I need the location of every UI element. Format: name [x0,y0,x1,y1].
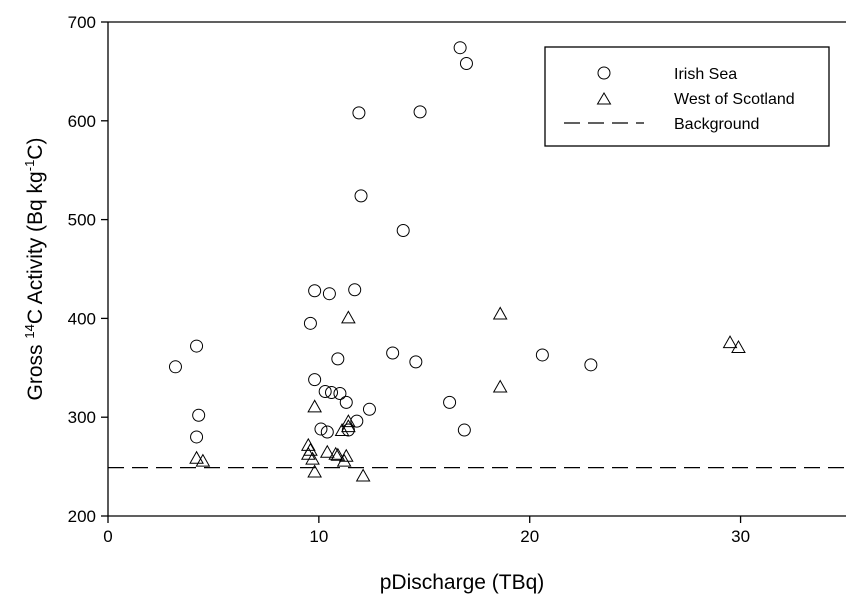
legend-circle-marker [597,66,611,80]
irish-sea-point [413,105,427,119]
irish-sea-point [320,425,334,439]
x-tick-label: 0 [103,527,112,546]
irish-sea-point [457,423,471,437]
irish-sea-point [168,360,182,374]
legend: Irish Sea West of Scotland Background [544,46,830,147]
x-axis-title: pDischarge (TBq) [380,571,545,594]
data-points [168,41,746,482]
axis-ticks [101,21,742,523]
irish-sea-point [459,56,473,70]
irish-sea-point [350,414,364,428]
irish-sea-point [325,386,339,399]
irish-sea-point [362,402,376,416]
y-tick-label: 500 [68,211,96,230]
irish-sea-point [190,430,204,444]
irish-sea-point [322,287,336,301]
legend-label-background: Background [674,116,759,133]
irish-sea-point [348,283,362,297]
west-of-scotland-point [336,453,352,467]
y-tick-label: 400 [68,309,96,328]
irish-sea-point [318,385,332,399]
legend-box [544,46,830,147]
x-tick-label: 20 [520,527,539,546]
west-of-scotland-point [334,423,350,437]
irish-sea-point [190,339,204,353]
west-of-scotland-point [319,444,335,458]
irish-sea-point [339,395,353,409]
irish-sea-point [443,395,457,409]
irish-sea-point [396,223,410,237]
irish-sea-point [192,408,206,422]
tick-labels: 0 10 20 30 200 300 400 500 600 700 [68,13,750,546]
irish-sea-point [308,373,322,387]
irish-sea-point [303,316,317,330]
west-of-scotland-point [722,335,738,349]
irish-sea-point [584,358,598,372]
west-of-scotland-point [195,453,211,467]
y-axis-title-part: C Activity (Bq kg [24,171,47,324]
west-of-scotland-point [355,468,371,482]
west-of-scotland-point [303,442,318,456]
west-of-scotland-point [341,310,356,324]
irish-sea-point [354,189,368,203]
irish-sea-point [535,348,549,362]
y-axis-title-part: Gross [24,339,47,401]
west-of-scotland-point [307,464,322,478]
west-of-scotland-point [492,306,508,320]
west-of-scotland-point [341,414,356,428]
irish-sea-point [409,355,423,369]
plot-frame [107,21,846,517]
y-tick-label: 300 [68,408,96,427]
irish-sea-point [331,352,345,366]
west-of-scotland-point [338,448,354,462]
west-of-scotland-point [307,399,322,413]
y-tick-label: 200 [68,507,96,526]
irish-sea-point [308,284,322,298]
west-of-scotland-point [328,446,344,460]
legend-label-irish-sea: Irish Sea [674,66,737,83]
y-axis-title-part: C) [24,138,47,160]
west-of-scotland-point [300,437,316,451]
irish-sea-point [333,386,347,400]
irish-sea-point [453,41,467,55]
y-axis-title-superscript: -1 [22,160,37,172]
irish-sea-point [352,106,366,120]
y-axis-title-superscript: 14 [22,324,37,338]
west-of-scotland-point [492,379,508,393]
x-tick-label: 30 [731,527,750,546]
west-of-scotland-point [305,451,320,465]
y-axis-title: Gross 14C Activity (Bq kg-1C) [22,138,47,401]
west-of-scotland-point [330,447,346,461]
irish-sea-point [386,346,400,360]
y-tick-label: 600 [68,112,96,131]
west-of-scotland-point [731,340,746,354]
legend-triangle-marker [596,92,612,105]
west-of-scotland-point [189,450,204,464]
legend-label-west-of-scotland: West of Scotland [674,91,795,108]
x-tick-label: 10 [309,527,328,546]
irish-sea-point [314,422,328,436]
west-of-scotland-point [341,419,356,433]
y-tick-label: 700 [68,13,96,32]
